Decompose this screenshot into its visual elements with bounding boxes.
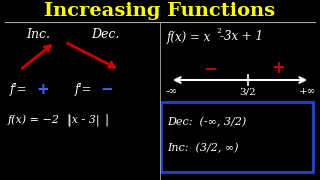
Text: Inc:  (3/2, ∞): Inc: (3/2, ∞) <box>167 143 238 153</box>
Text: -3x + 1: -3x + 1 <box>220 30 263 44</box>
Text: Increasing Functions: Increasing Functions <box>44 2 276 20</box>
Text: −: − <box>100 82 113 98</box>
Text: |: | <box>104 114 108 127</box>
Text: |x - 3|: |x - 3| <box>68 114 100 126</box>
Text: −: − <box>203 59 217 77</box>
Text: |: | <box>66 114 70 127</box>
Text: +: + <box>36 82 49 98</box>
Text: +: + <box>271 59 285 77</box>
Text: Dec:  (-∞, 3/2): Dec: (-∞, 3/2) <box>167 117 246 127</box>
Text: f'=: f'= <box>75 84 96 96</box>
Text: +∞: +∞ <box>299 87 317 96</box>
FancyBboxPatch shape <box>161 102 313 172</box>
Text: -∞: -∞ <box>166 87 178 96</box>
Text: f'=: f'= <box>10 84 31 96</box>
Text: f(x) = x: f(x) = x <box>167 30 211 44</box>
Text: f(x) = −2: f(x) = −2 <box>8 115 60 125</box>
Text: Inc.: Inc. <box>26 28 50 40</box>
Text: 2: 2 <box>216 27 221 35</box>
Text: 3/2: 3/2 <box>240 87 256 96</box>
Text: Dec.: Dec. <box>91 28 119 40</box>
